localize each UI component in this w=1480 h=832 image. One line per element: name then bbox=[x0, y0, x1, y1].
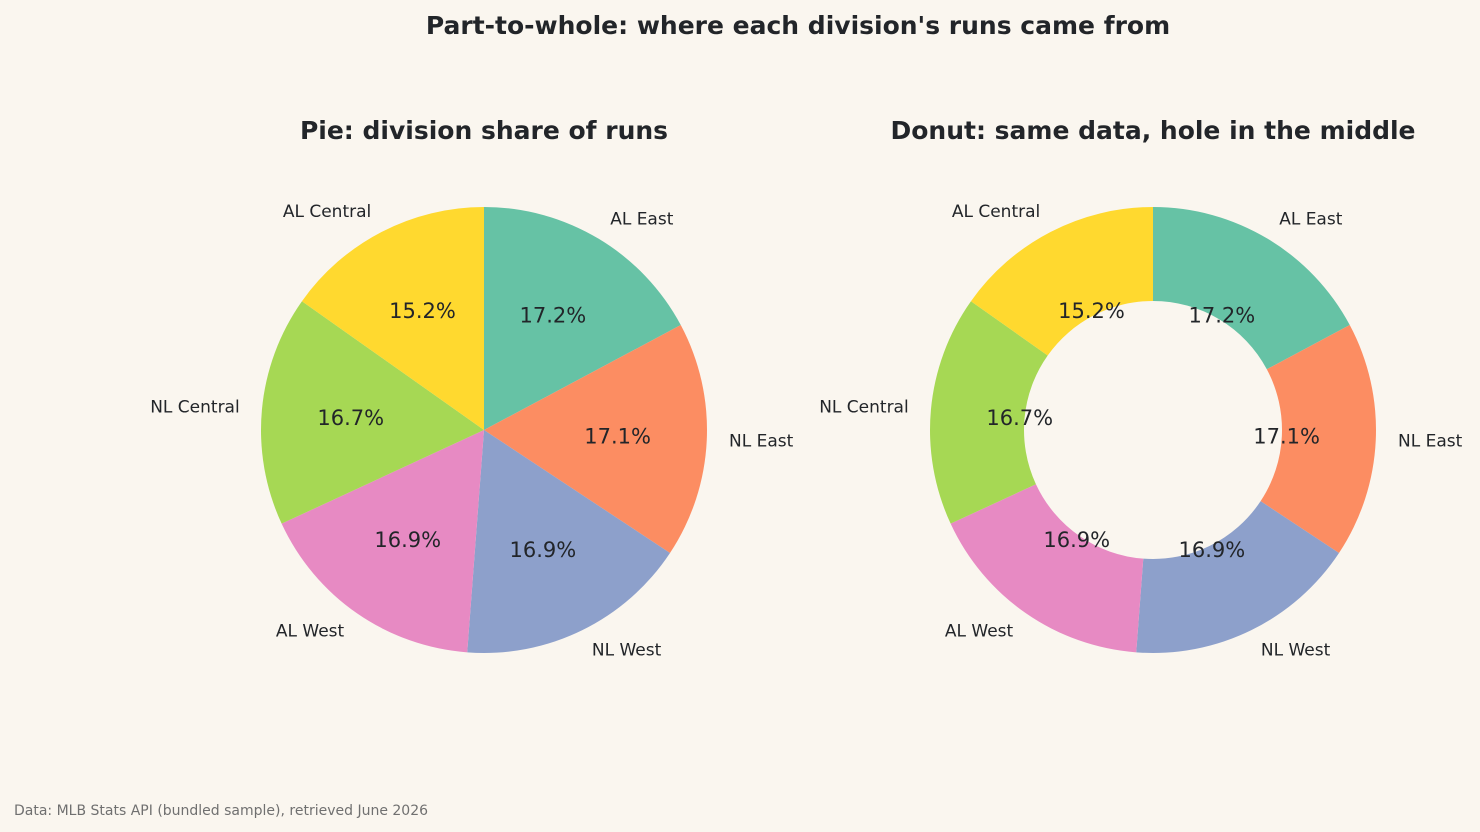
donut-chart: Donut: same data, hole in the middle 17.… bbox=[819, 116, 1462, 660]
pie-category-label-al-central: AL Central bbox=[283, 202, 371, 222]
donut-slice-al-east bbox=[1153, 207, 1350, 370]
data-source-footnote: Data: MLB Stats API (bundled sample), re… bbox=[14, 803, 428, 819]
donut-chart-title: Donut: same data, hole in the middle bbox=[890, 116, 1415, 145]
pie-chart: Pie: division share of runs 17.2% AL East… bbox=[150, 116, 793, 660]
figure-title: Part-to-whole: where each division's run… bbox=[426, 11, 1170, 40]
pie-chart-title: Pie: division share of runs bbox=[300, 116, 668, 145]
pie-slice-al-central bbox=[301, 207, 484, 430]
donut-slice-al-central bbox=[970, 207, 1153, 356]
donut-slice-nl-central bbox=[929, 301, 1048, 524]
pie-pct-label-nl-west: 16.9% bbox=[510, 538, 577, 562]
pie-pct-label-nl-central: 16.7% bbox=[317, 406, 384, 430]
pie-category-label-nl-west: NL West bbox=[592, 640, 662, 660]
donut-category-label-nl-west: NL West bbox=[1261, 640, 1331, 660]
pie-slice-nl-central bbox=[261, 301, 484, 524]
donut-slices bbox=[929, 207, 1377, 653]
donut-category-label-al-east: AL East bbox=[1279, 210, 1343, 230]
pie-slices bbox=[261, 207, 707, 653]
pie-category-label-nl-central: NL Central bbox=[150, 398, 240, 418]
donut-slice-al-west bbox=[950, 484, 1144, 653]
pie-slice-al-east bbox=[484, 207, 681, 430]
pie-category-label-nl-east: NL East bbox=[729, 432, 794, 452]
donut-category-label-al-central: AL Central bbox=[952, 202, 1040, 222]
donut-category-label-nl-central: NL Central bbox=[819, 398, 909, 418]
pie-category-label-al-east: AL East bbox=[610, 210, 674, 230]
pie-pct-label-al-east: 17.2% bbox=[519, 303, 586, 327]
donut-pct-label-nl-central: 16.7% bbox=[986, 406, 1053, 430]
donut-pct-label-al-east: 17.2% bbox=[1188, 303, 1255, 327]
pie-pct-label-al-central: 15.2% bbox=[389, 299, 456, 323]
donut-category-label-al-west: AL West bbox=[945, 622, 1014, 642]
pie-labels: 17.2% AL East 17.1% NL East 16.9% NL West 16.9… bbox=[150, 202, 793, 660]
donut-pct-label-nl-west: 16.9% bbox=[1179, 538, 1246, 562]
donut-category-label-nl-east: NL East bbox=[1398, 432, 1463, 452]
donut-pct-label-nl-east: 17.1% bbox=[1253, 424, 1320, 448]
pie-pct-label-al-west: 16.9% bbox=[374, 528, 441, 552]
donut-slice-nl-east bbox=[1260, 325, 1377, 554]
pie-slice-nl-west bbox=[467, 430, 670, 653]
donut-pct-label-al-west: 16.9% bbox=[1043, 528, 1110, 552]
donut-slice-nl-west bbox=[1136, 501, 1339, 653]
pie-slice-al-west bbox=[281, 430, 484, 653]
pie-category-label-al-west: AL West bbox=[276, 622, 345, 642]
pie-slice-nl-east bbox=[484, 325, 707, 554]
donut-pct-label-al-central: 15.2% bbox=[1058, 299, 1125, 323]
donut-labels: 17.2% AL East 17.1% NL East 16.9% NL West 16.9… bbox=[819, 202, 1462, 660]
pie-pct-label-nl-east: 17.1% bbox=[584, 424, 651, 448]
